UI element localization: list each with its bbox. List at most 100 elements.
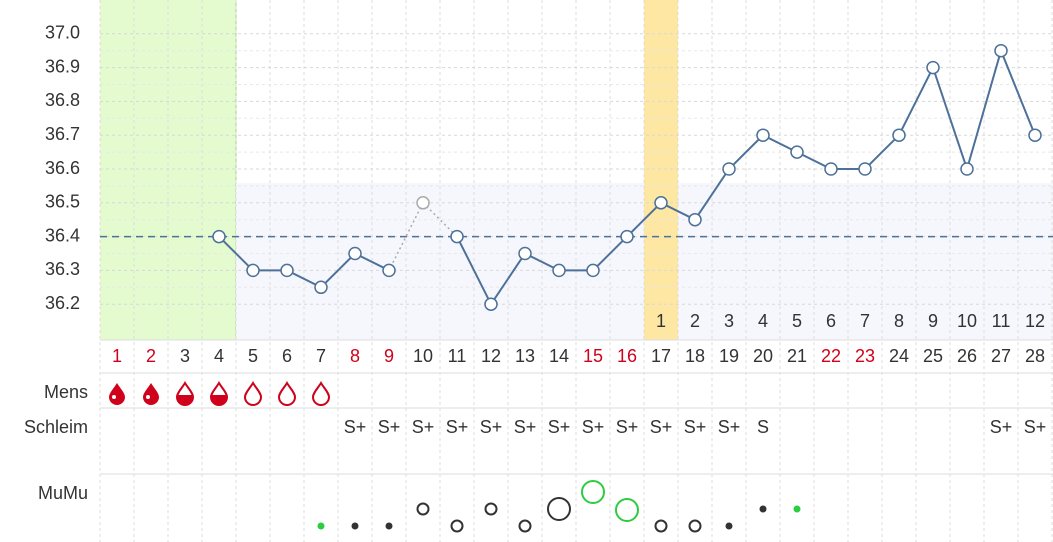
schleim-label: S+ bbox=[718, 417, 741, 437]
schleim-label: S+ bbox=[412, 417, 435, 437]
day-label: 4 bbox=[214, 346, 224, 366]
drop-half bbox=[176, 382, 194, 406]
temperature-point bbox=[722, 162, 736, 176]
day-label: 15 bbox=[583, 346, 603, 366]
y-tick-label: 36.7 bbox=[45, 124, 80, 144]
day-label: 16 bbox=[617, 346, 637, 366]
excluded-point bbox=[416, 196, 430, 210]
day-label: 9 bbox=[384, 346, 394, 366]
temperature-point bbox=[348, 246, 362, 261]
luteal-day-label: 6 bbox=[826, 311, 836, 331]
temperature-point bbox=[484, 297, 498, 311]
mumu-dot bbox=[351, 522, 359, 530]
temperature-point bbox=[518, 246, 532, 261]
day-label: 8 bbox=[350, 346, 360, 366]
temperature-point bbox=[382, 263, 396, 278]
y-tick-label: 37.0 bbox=[45, 23, 80, 43]
luteal-day-label: 12 bbox=[1025, 311, 1045, 331]
day-label: 1 bbox=[112, 346, 122, 366]
day-label: 11 bbox=[448, 346, 467, 366]
temperature-point bbox=[858, 162, 872, 176]
mumu-icons bbox=[317, 480, 801, 533]
mumu-dot bbox=[759, 505, 767, 513]
day-label: 5 bbox=[248, 346, 258, 366]
day-label: 21 bbox=[787, 346, 807, 366]
temperature-point bbox=[824, 162, 838, 176]
luteal-day-label: 4 bbox=[758, 311, 768, 331]
day-label: 10 bbox=[413, 346, 433, 366]
day-label: 12 bbox=[481, 346, 501, 366]
schleim-label: S+ bbox=[446, 417, 469, 437]
day-label: 25 bbox=[923, 346, 943, 366]
drop-full bbox=[109, 383, 125, 405]
luteal-day-label: 3 bbox=[724, 311, 734, 331]
day-label: 26 bbox=[957, 346, 977, 366]
day-label: 28 bbox=[1025, 346, 1045, 366]
mumu-circle bbox=[518, 519, 532, 533]
luteal-day-label: 2 bbox=[690, 311, 700, 331]
temperature-point bbox=[756, 128, 770, 142]
mens-icons bbox=[109, 382, 330, 406]
schleim-label: S bbox=[757, 417, 769, 437]
day-label: 14 bbox=[549, 346, 569, 366]
temperature-point bbox=[892, 128, 906, 142]
temperature-point bbox=[654, 196, 668, 210]
schleim-label: S+ bbox=[990, 417, 1013, 437]
temperature-point bbox=[1028, 128, 1042, 142]
schleim-label: S+ bbox=[344, 417, 367, 437]
day-label: 6 bbox=[282, 346, 292, 366]
mumu-circle bbox=[547, 497, 571, 521]
y-tick-label: 36.2 bbox=[45, 293, 80, 313]
mumu-dot bbox=[725, 522, 733, 530]
luteal-day-label: 5 bbox=[792, 311, 802, 331]
drop-empty bbox=[312, 382, 330, 406]
temperature-point bbox=[790, 145, 804, 159]
grid bbox=[99, 0, 1053, 542]
row-label: Mens bbox=[44, 382, 88, 402]
schleim-label: S+ bbox=[480, 417, 503, 437]
mumu-dot bbox=[385, 522, 393, 530]
mumu-circle bbox=[688, 519, 702, 533]
mumu-circle bbox=[615, 498, 639, 522]
day-label: 24 bbox=[889, 346, 909, 366]
schleim-label: S+ bbox=[684, 417, 707, 437]
schleim-label: S+ bbox=[548, 417, 571, 437]
day-label: 23 bbox=[855, 346, 875, 366]
mumu-circle bbox=[654, 519, 668, 533]
ovulation-band bbox=[644, 0, 678, 340]
mumu-circle bbox=[416, 502, 430, 516]
mumu-circle bbox=[581, 480, 605, 504]
luteal-day-label: 8 bbox=[894, 311, 904, 331]
temperature-point bbox=[314, 280, 328, 295]
luteal-day-label: 9 bbox=[928, 311, 938, 331]
day-label: 3 bbox=[180, 346, 190, 366]
y-tick-label: 36.6 bbox=[45, 158, 80, 178]
luteal-day-label: 11 bbox=[992, 311, 1011, 331]
day-label: 2 bbox=[146, 346, 156, 366]
day-label: 18 bbox=[685, 346, 705, 366]
drop-empty bbox=[278, 382, 296, 406]
row-label: MuMu bbox=[38, 483, 88, 503]
temperature-point bbox=[994, 43, 1008, 58]
day-label: 19 bbox=[719, 346, 739, 366]
mumu-circle bbox=[450, 519, 464, 533]
luteal-day-label: 10 bbox=[957, 311, 977, 331]
day-label: 20 bbox=[753, 346, 773, 366]
schleim-label: S+ bbox=[582, 417, 605, 437]
mumu-dot bbox=[793, 505, 801, 513]
schleim-label: S+ bbox=[616, 417, 639, 437]
schleim-label: S+ bbox=[650, 417, 673, 437]
temperature-point bbox=[552, 263, 566, 278]
y-tick-label: 36.5 bbox=[45, 192, 80, 212]
temperature-point bbox=[280, 263, 294, 278]
luteal-day-label: 1 bbox=[656, 311, 666, 331]
temperature-point bbox=[688, 212, 702, 227]
schleim-label: S+ bbox=[514, 417, 537, 437]
temperature-point bbox=[450, 229, 464, 244]
temperature-point bbox=[960, 162, 974, 176]
temperature-point bbox=[926, 60, 940, 75]
mumu-circle bbox=[484, 502, 498, 516]
schleim-label: S+ bbox=[378, 417, 401, 437]
temperature-point bbox=[212, 229, 226, 244]
